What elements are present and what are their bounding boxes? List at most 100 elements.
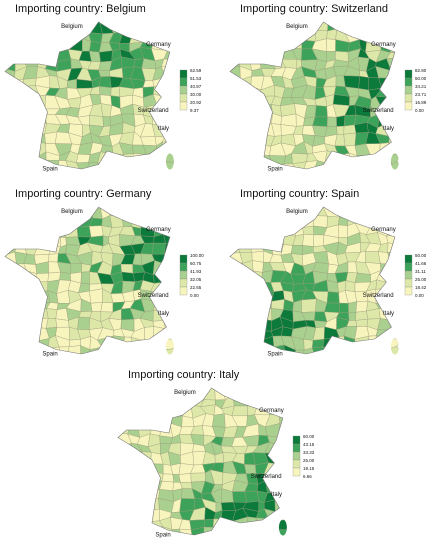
region bbox=[24, 299, 38, 314]
region bbox=[148, 394, 160, 407]
region bbox=[332, 94, 350, 106]
region bbox=[375, 329, 393, 340]
region bbox=[137, 492, 153, 504]
region bbox=[249, 243, 265, 253]
region bbox=[238, 104, 253, 118]
legend-swatch bbox=[404, 286, 413, 296]
region bbox=[345, 344, 356, 355]
region bbox=[112, 154, 124, 166]
region bbox=[354, 163, 368, 170]
region bbox=[389, 207, 399, 220]
region bbox=[336, 125, 345, 135]
region bbox=[387, 242, 399, 253]
legend-label: 62.59 bbox=[190, 68, 202, 73]
region bbox=[137, 461, 151, 471]
region bbox=[239, 345, 253, 355]
region bbox=[237, 243, 253, 253]
legend-label: 41.93 bbox=[190, 269, 202, 274]
region bbox=[110, 86, 121, 98]
region bbox=[118, 396, 132, 407]
region bbox=[230, 299, 241, 311]
region bbox=[5, 327, 19, 341]
region bbox=[241, 86, 251, 99]
region bbox=[274, 499, 287, 512]
region bbox=[326, 38, 336, 52]
region bbox=[230, 90, 243, 99]
region bbox=[34, 47, 50, 61]
region bbox=[367, 22, 379, 33]
legend-swatch bbox=[179, 286, 188, 296]
panel-title: Importing country: Belgium bbox=[15, 3, 146, 15]
region bbox=[131, 214, 144, 229]
region bbox=[22, 78, 37, 87]
region bbox=[12, 104, 26, 119]
region bbox=[77, 316, 90, 330]
region bbox=[24, 293, 36, 303]
country-label: Spain bbox=[267, 167, 282, 173]
region bbox=[312, 116, 328, 127]
region bbox=[120, 264, 134, 274]
region bbox=[55, 218, 68, 228]
country-outline bbox=[117, 387, 284, 536]
region bbox=[5, 232, 19, 248]
region bbox=[48, 253, 59, 263]
region bbox=[326, 291, 340, 304]
region bbox=[230, 223, 244, 235]
region bbox=[225, 528, 238, 536]
legend-label: 23.71 bbox=[415, 92, 427, 97]
region bbox=[237, 207, 255, 219]
region bbox=[142, 207, 154, 215]
region bbox=[129, 413, 138, 428]
region bbox=[157, 415, 171, 425]
region bbox=[265, 529, 278, 536]
region bbox=[238, 123, 254, 133]
region bbox=[35, 215, 50, 229]
region bbox=[269, 207, 287, 218]
legend-label: 31.11 bbox=[415, 269, 426, 274]
region bbox=[251, 160, 265, 170]
region bbox=[250, 318, 260, 332]
region bbox=[243, 388, 258, 399]
region bbox=[273, 22, 284, 33]
region bbox=[261, 28, 276, 41]
region bbox=[17, 330, 30, 339]
region bbox=[262, 208, 270, 218]
region bbox=[279, 388, 287, 401]
region bbox=[33, 113, 47, 124]
legend-label: 25.00 bbox=[415, 277, 427, 282]
region bbox=[348, 301, 357, 313]
region bbox=[5, 270, 17, 284]
legend-label: 25.00 bbox=[303, 458, 315, 463]
region bbox=[258, 318, 273, 332]
region bbox=[314, 105, 328, 118]
region bbox=[248, 40, 263, 49]
legend-swatch bbox=[179, 262, 188, 272]
region bbox=[241, 95, 253, 106]
region bbox=[238, 336, 254, 350]
region bbox=[231, 150, 242, 166]
legend-label: 9.37 bbox=[190, 108, 199, 113]
region bbox=[126, 517, 141, 530]
region bbox=[366, 335, 380, 351]
region bbox=[257, 394, 269, 409]
country-outline bbox=[229, 21, 396, 170]
legend-swatch bbox=[292, 451, 301, 461]
region bbox=[230, 336, 244, 350]
region bbox=[89, 115, 104, 127]
region bbox=[338, 302, 349, 313]
region bbox=[230, 104, 243, 118]
region bbox=[278, 413, 287, 424]
region bbox=[129, 207, 146, 219]
region bbox=[161, 150, 174, 164]
legend-swatch bbox=[292, 443, 301, 453]
region bbox=[151, 30, 166, 39]
region bbox=[125, 470, 140, 482]
region bbox=[25, 94, 40, 109]
region bbox=[249, 30, 265, 41]
region bbox=[380, 263, 391, 275]
region bbox=[376, 348, 390, 355]
legend-swatch bbox=[292, 435, 301, 445]
region bbox=[16, 336, 30, 350]
region bbox=[120, 160, 134, 170]
country-label: Belgium bbox=[61, 24, 83, 30]
